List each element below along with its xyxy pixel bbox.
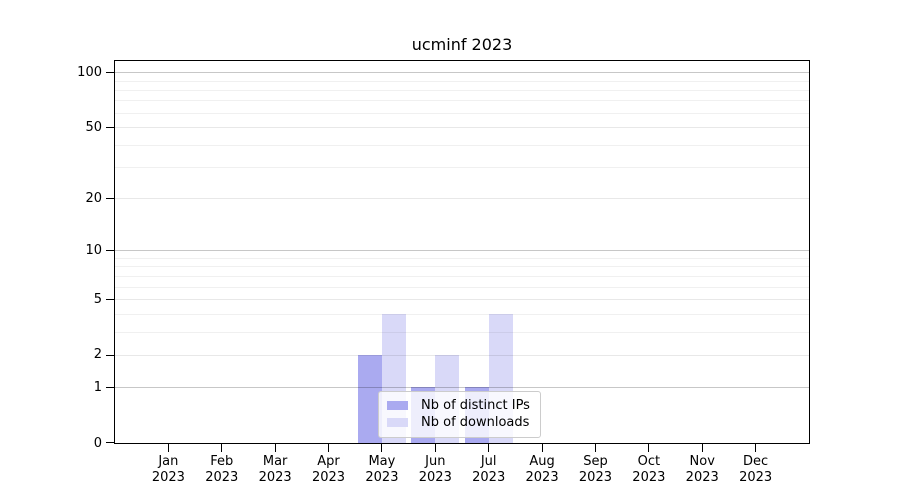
y-tick-mark: [106, 250, 114, 252]
y-tick-mark: [106, 354, 114, 356]
y-gridline: [115, 198, 809, 200]
y-gridline: [115, 144, 809, 146]
x-tick-mark: [541, 444, 543, 452]
plot-area: [106, 60, 810, 452]
y-tick-label: 100: [77, 64, 102, 80]
y-gridline: [115, 286, 809, 288]
y-gridline: [115, 112, 809, 114]
y-gridline: [115, 89, 809, 91]
y-gridline: [115, 387, 809, 389]
x-tick-label: Jan 2023: [151, 454, 185, 485]
x-tick-label: Oct 2023: [632, 454, 666, 485]
y-gridline: [115, 100, 809, 102]
legend-label-downloads: Nb of downloads: [421, 415, 530, 430]
y-gridline: [115, 331, 809, 333]
y-tick-mark: [106, 299, 114, 300]
x-tick-mark: [594, 444, 596, 452]
legend-item-distinct-ips: Nb of distinct IPs: [387, 397, 530, 414]
bar-nb-of-distinct-ips-may-2023: [357, 354, 382, 443]
legend-label-distinct-ips: Nb of distinct IPs: [421, 398, 530, 413]
y-tick-label: 50: [85, 119, 102, 135]
y-tick-label: 5: [93, 291, 102, 307]
x-tick-label: Mar 2023: [258, 454, 292, 485]
y-tick-mark: [106, 72, 114, 74]
x-tick-mark: [328, 444, 330, 452]
y-gridline: [115, 80, 809, 82]
y-tick-label: 1: [93, 379, 102, 395]
x-tick-mark: [167, 444, 169, 452]
y-tick-mark: [106, 442, 114, 443]
y-gridline: [115, 127, 809, 129]
y-tick-label: 10: [85, 242, 102, 258]
legend: Nb of distinct IPs Nb of downloads: [378, 391, 541, 438]
x-tick-mark: [755, 444, 757, 452]
x-tick-mark: [488, 444, 490, 452]
x-tick-mark: [381, 444, 383, 452]
y-tick-mark: [106, 387, 114, 389]
x-tick-label: Jul 2023: [472, 454, 506, 485]
y-tick-label: 0: [93, 435, 102, 451]
legend-swatch-distinct-ips: [387, 401, 408, 410]
x-tick-mark: [434, 444, 436, 452]
legend-swatch-downloads: [387, 418, 408, 427]
x-tick-label: Nov 2023: [685, 454, 719, 485]
x-tick-label: Dec 2023: [739, 454, 773, 485]
x-tick-mark: [701, 444, 703, 452]
x-tick-label: Jun 2023: [418, 454, 452, 485]
y-tick-mark: [106, 198, 114, 200]
y-gridline: [115, 167, 809, 169]
y-tick-label: 2: [93, 347, 102, 363]
y-gridline: [115, 299, 809, 300]
x-tick-mark: [648, 444, 650, 452]
x-tick-mark: [221, 444, 223, 452]
x-tick-label: May 2023: [365, 454, 399, 485]
y-gridline: [115, 250, 809, 252]
y-tick-mark: [106, 127, 114, 129]
x-tick-label: Sep 2023: [578, 454, 612, 485]
y-gridline: [115, 266, 809, 268]
x-tick-label: Apr 2023: [311, 454, 346, 485]
chart-title: ucminf 2023: [411, 35, 513, 54]
y-gridline: [115, 313, 809, 315]
y-gridline: [115, 72, 809, 74]
x-tick-label: Feb 2023: [205, 454, 239, 485]
y-gridline: [115, 275, 809, 277]
x-tick-mark: [274, 444, 276, 452]
x-tick-label: Aug 2023: [525, 454, 559, 485]
legend-item-downloads: Nb of downloads: [387, 414, 530, 431]
y-gridline: [115, 354, 809, 356]
y-gridline: [115, 257, 809, 259]
y-tick-label: 20: [85, 190, 102, 206]
